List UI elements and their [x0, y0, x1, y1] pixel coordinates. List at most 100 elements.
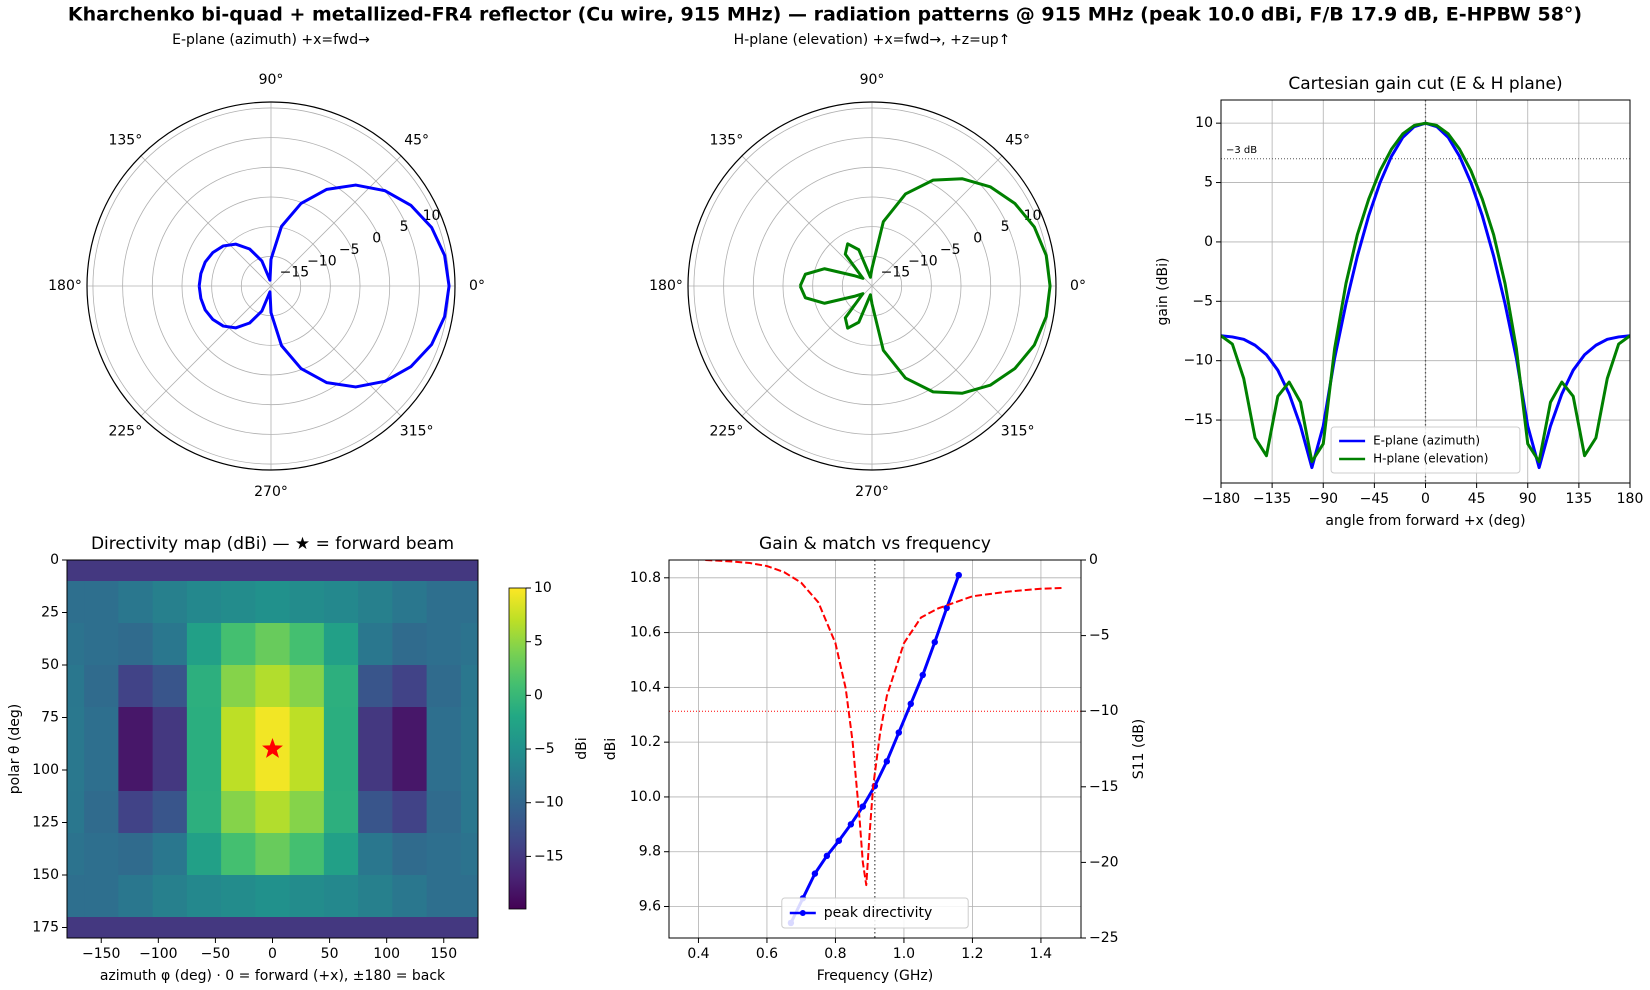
heatmap-cell — [323, 560, 359, 582]
y2-tick-label: −15 — [1089, 779, 1119, 795]
x-axis-label: azimuth φ (deg) · 0 = forward (+x), ±180… — [100, 968, 446, 984]
heatmap-cell — [152, 917, 188, 938]
heatmap-cell — [67, 749, 85, 792]
heatmap-cell — [84, 749, 119, 792]
heatmap-cell — [84, 581, 119, 624]
heatmap-cell — [255, 581, 291, 624]
pattern-line — [798, 177, 1052, 395]
pattern-line — [197, 183, 451, 389]
heatmap-cell — [323, 581, 359, 624]
heatmap-cell — [392, 749, 428, 792]
theta-tick-label: 45° — [1005, 132, 1030, 148]
heatmap-cell — [118, 875, 154, 918]
heatmap-cell — [118, 707, 154, 750]
heatmap-cell — [186, 707, 222, 750]
r-tick-label: −5 — [339, 242, 360, 258]
theta-tick-label: 90° — [860, 72, 885, 88]
y-tick-label: 100 — [32, 762, 59, 778]
heatmap-cell — [221, 875, 256, 918]
heatmap-cell — [152, 581, 188, 624]
y2-tick-label: −5 — [1089, 628, 1110, 644]
legend-box — [1330, 426, 1521, 474]
heatmap-cell — [323, 833, 359, 876]
heatmap-cell — [118, 560, 154, 582]
x-tick-label: 50 — [321, 946, 339, 962]
heatmap-cell — [221, 791, 256, 834]
heatmap-cell — [426, 875, 462, 918]
heatmap-cell — [186, 581, 222, 624]
r-tick-label: 5 — [1001, 219, 1010, 235]
heatmap-cell — [323, 749, 359, 792]
heatmap-cell — [221, 749, 256, 792]
polar-ring — [782, 196, 962, 376]
heatmap-cell — [358, 749, 393, 792]
polar-spoke — [741, 155, 873, 287]
y-axis-label: dBi — [603, 738, 619, 760]
heatmap-cell — [67, 917, 85, 938]
y-tick-label: 10.0 — [630, 789, 661, 805]
y-tick-label: 10.6 — [630, 625, 661, 641]
heatmap-cell — [118, 749, 154, 792]
y2-tick-label: −10 — [1089, 703, 1119, 719]
heatmap-cell — [358, 581, 393, 624]
heatmap-cell — [358, 833, 393, 876]
heatmap-cell — [392, 581, 428, 624]
x-tick-label: 1.4 — [1030, 946, 1052, 962]
heatmap-cell — [186, 623, 222, 666]
heatmap-cell — [152, 875, 188, 918]
heatmap-cell — [152, 749, 188, 792]
polar-ring — [122, 137, 420, 435]
heatmap-cell — [392, 833, 428, 876]
heatmap-cell — [460, 581, 478, 624]
heatmap-cell — [84, 623, 119, 666]
heatmap-cell — [426, 560, 462, 582]
heatmap-cell — [186, 560, 222, 582]
heatmap-cell — [186, 917, 222, 938]
heatmap-cell — [289, 560, 325, 582]
heatmap-cell — [152, 665, 188, 708]
heatmap-cell — [152, 623, 188, 666]
theta-tick-label: 315° — [400, 424, 434, 440]
r-tick-label: −15 — [280, 265, 310, 281]
heatmap-cell — [460, 875, 478, 918]
series-marker — [907, 700, 914, 708]
series-line — [1221, 121, 1630, 464]
heatmap-cell — [460, 749, 478, 792]
series-marker — [823, 852, 831, 860]
y-tick-label: 75 — [41, 710, 59, 726]
heatmap-cell — [323, 875, 359, 918]
heatmap-cell — [323, 791, 359, 834]
theta-tick-label: 225° — [108, 424, 142, 440]
heatmap-cell — [460, 833, 478, 876]
colorbar-tick-label: 0 — [534, 687, 543, 703]
x-tick-label: 1.2 — [961, 946, 983, 962]
heatmap-cell — [84, 560, 119, 582]
heatmap-cell — [221, 833, 256, 876]
series-marker — [883, 758, 891, 765]
heatmap-cells — [67, 560, 478, 938]
heatmap-cell — [255, 749, 291, 792]
heatmap-cell — [186, 791, 222, 834]
heatmap-cell — [323, 917, 359, 938]
r-tick-label: 10 — [423, 208, 441, 224]
polar-spoke — [741, 285, 873, 417]
polar-spoke — [270, 285, 402, 417]
heatmap-cell — [255, 623, 291, 666]
heatmap-cell — [392, 875, 428, 918]
y-tick-label: −5 — [1192, 293, 1213, 309]
heatmap-cell — [84, 707, 119, 750]
heatmap-cell — [221, 560, 256, 582]
polar-title: E-plane (azimuth) +x=fwd→ — [172, 32, 370, 48]
heatmap-cell — [118, 665, 154, 708]
x-tick-label: −135 — [1253, 491, 1291, 507]
colorbar-label: dBi — [574, 737, 590, 759]
heatmap-cell — [358, 791, 393, 834]
heatmap-cell — [221, 581, 256, 624]
theta-tick-label: 270° — [855, 484, 889, 500]
r-tick-label: −5 — [940, 242, 961, 258]
heatmap-cell — [84, 875, 119, 918]
heatmap-cell — [460, 665, 478, 708]
polar-ring — [752, 166, 992, 406]
heatmap-cell — [67, 623, 85, 666]
heatmap-cell — [358, 665, 393, 708]
